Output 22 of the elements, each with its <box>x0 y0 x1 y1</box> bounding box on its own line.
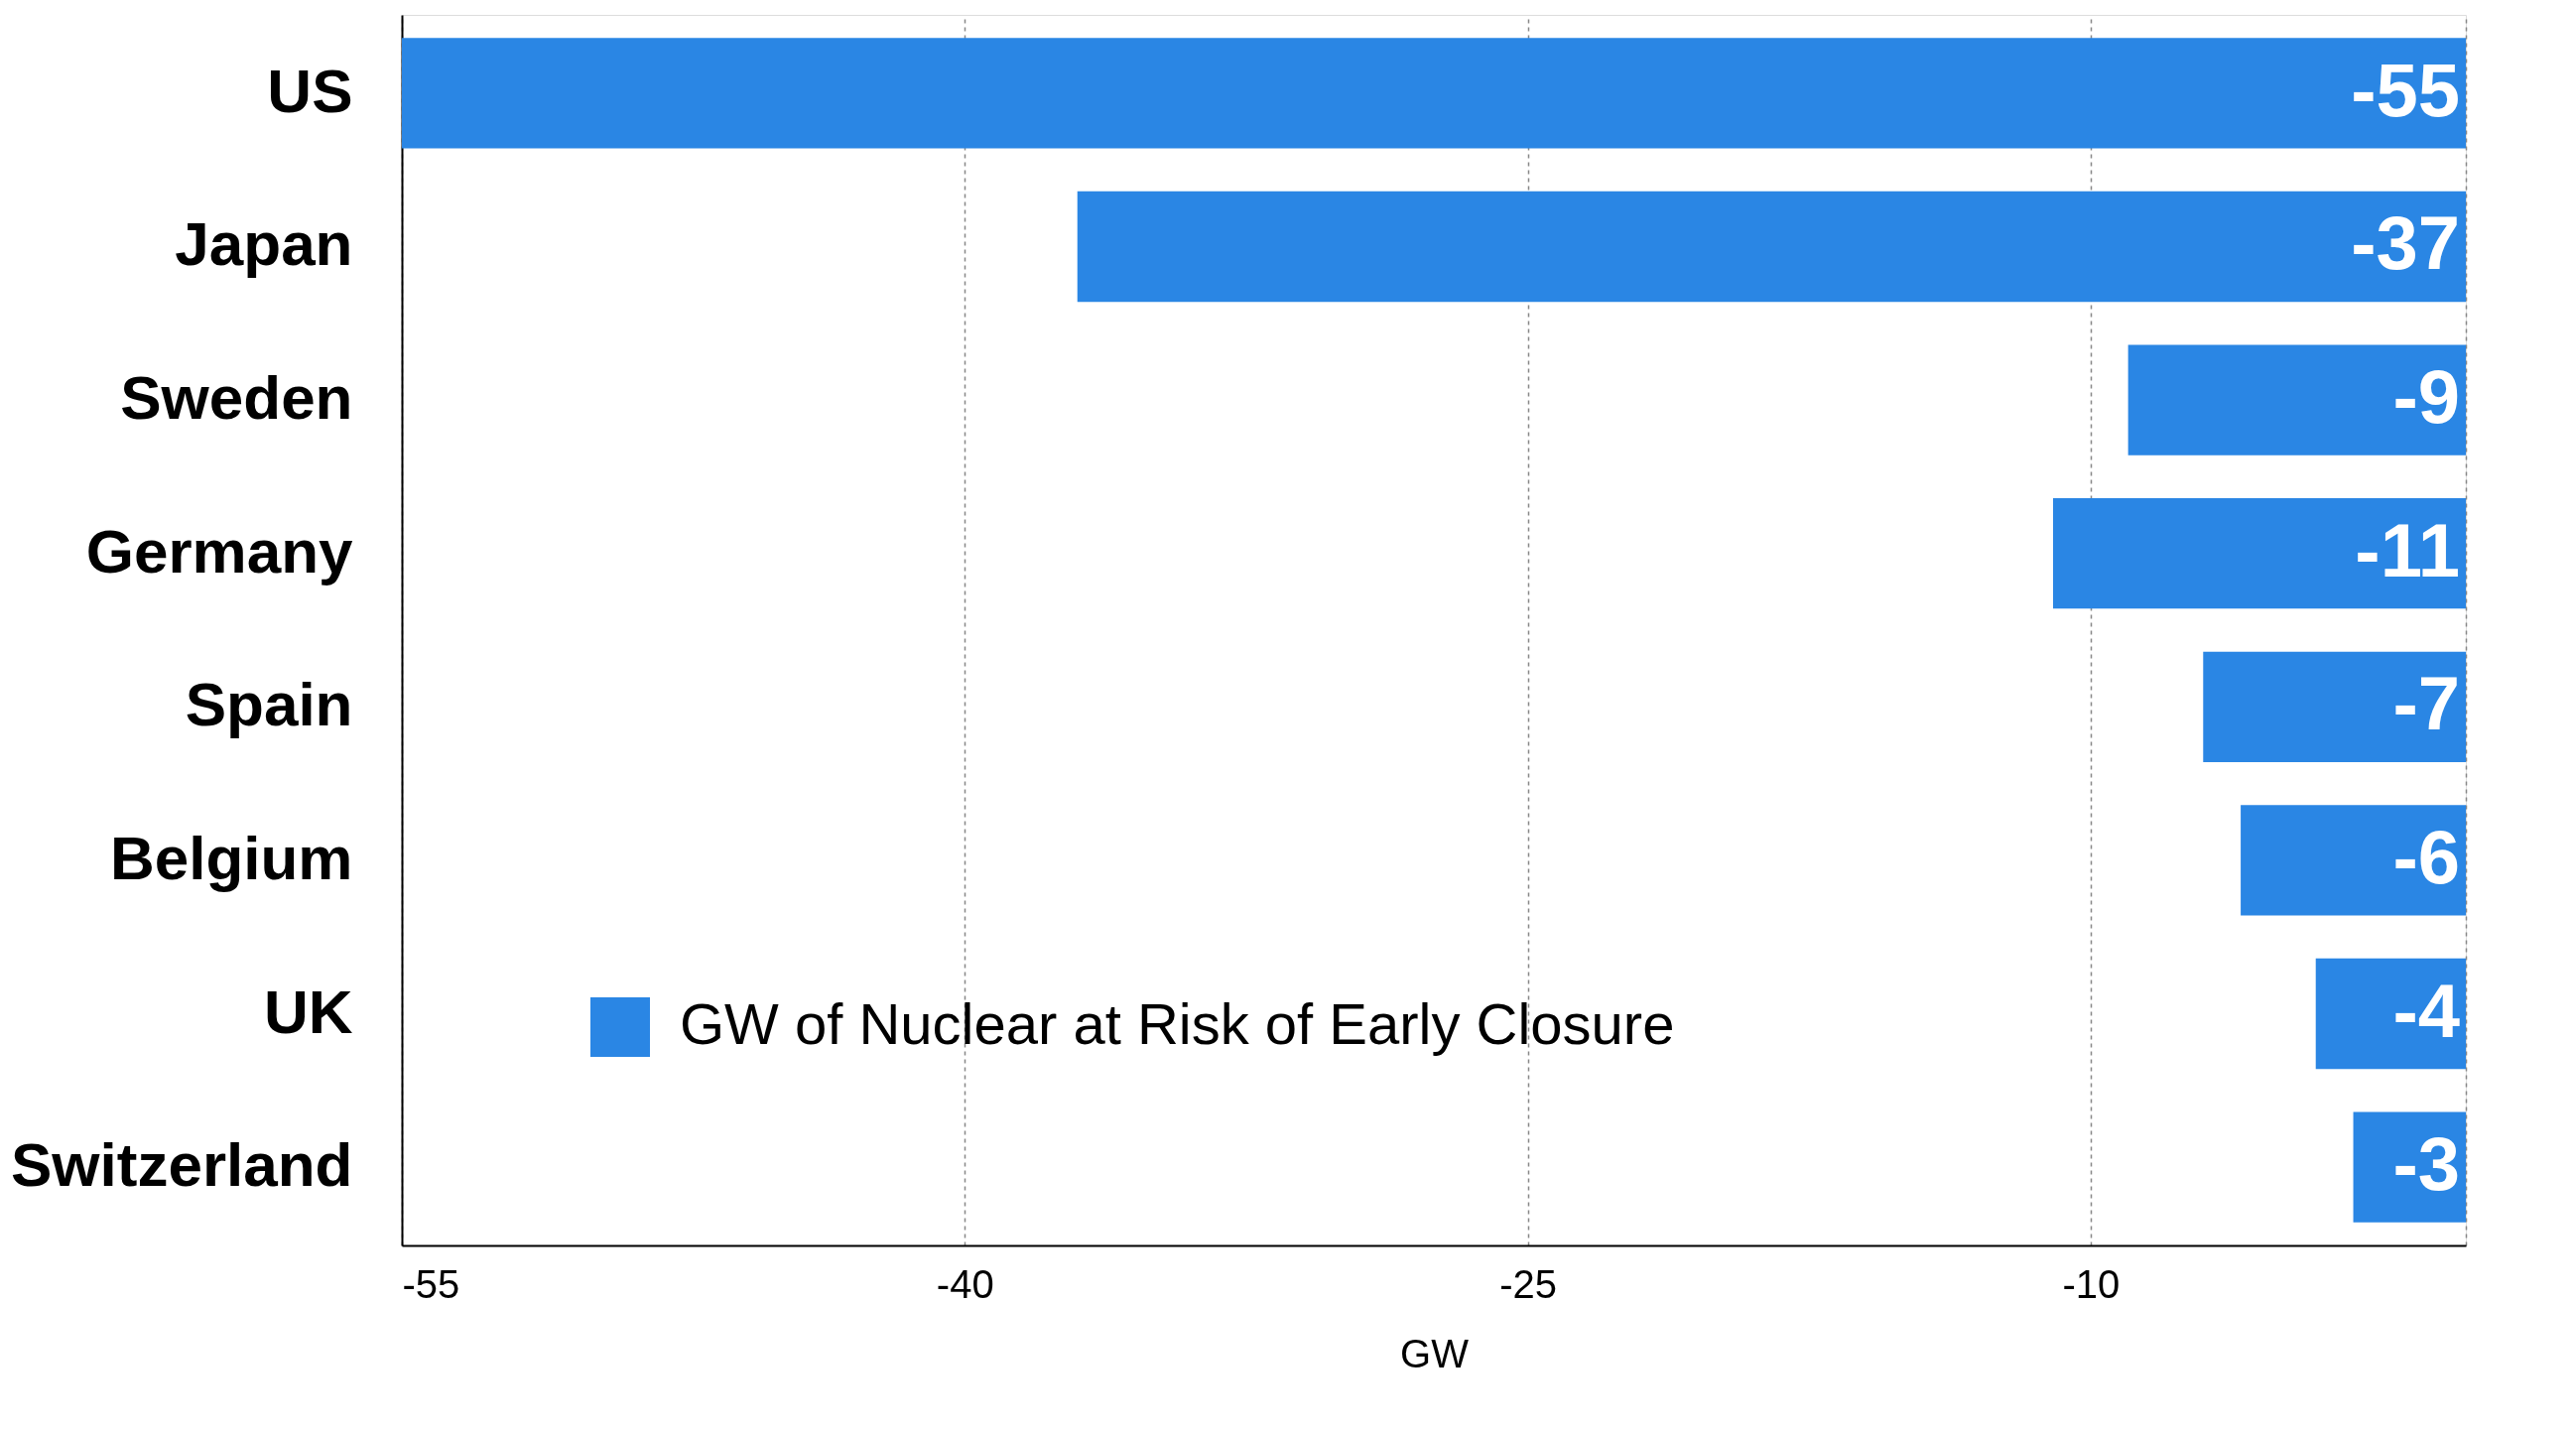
x-tick-label: -10 <box>2062 1261 2121 1306</box>
x-tick-label: -40 <box>936 1261 994 1306</box>
y-tick-label: Belgium <box>109 823 353 892</box>
data-label: -6 <box>2392 814 2460 899</box>
x-axis-title: GW <box>1400 1331 1470 1375</box>
x-tick-label: -25 <box>1499 1261 1557 1306</box>
y-tick-label: Germany <box>85 516 353 586</box>
y-tick-label: UK <box>263 976 353 1046</box>
data-label: -3 <box>2392 1121 2460 1207</box>
data-label: -55 <box>2351 47 2460 132</box>
y-tick-label: US <box>267 56 353 125</box>
data-label: -37 <box>2351 200 2460 286</box>
data-label: -7 <box>2392 661 2460 746</box>
data-label: -9 <box>2392 354 2460 440</box>
data-label: -4 <box>2392 968 2460 1053</box>
data-label: -11 <box>2355 507 2460 592</box>
x-tick-label: -55 <box>402 1261 460 1306</box>
y-tick-label: Switzerland <box>10 1130 353 1200</box>
y-tick-label: Spain <box>185 670 353 739</box>
y-tick-label: Sweden <box>120 363 353 433</box>
y-tick-label: Japan <box>175 209 353 279</box>
legend-label: GW of Nuclear at Risk of Early Closure <box>680 991 1675 1056</box>
